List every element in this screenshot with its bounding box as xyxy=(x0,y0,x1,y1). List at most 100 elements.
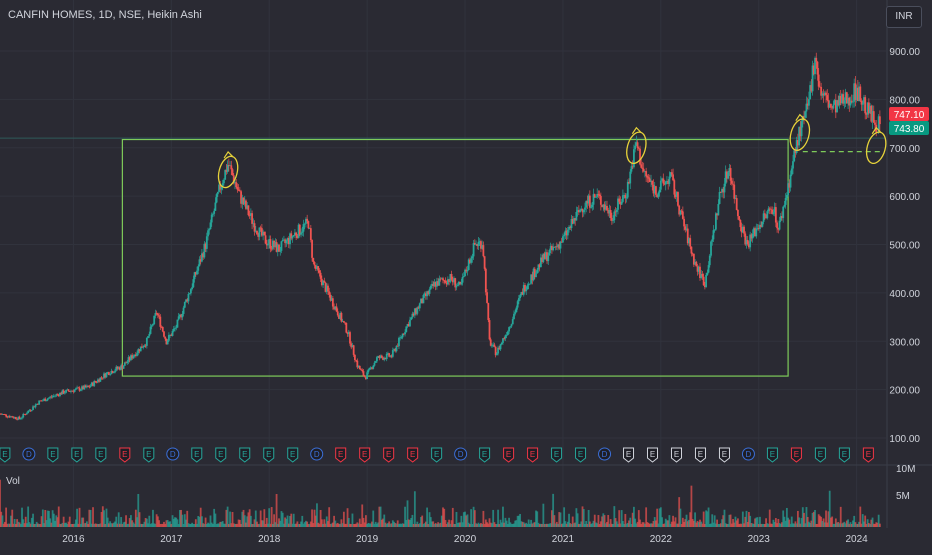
candle-body xyxy=(248,215,251,216)
candle-body xyxy=(296,235,299,238)
volume-bar xyxy=(444,520,447,527)
candle-body xyxy=(270,248,273,250)
candle-body xyxy=(380,355,383,358)
candle-body xyxy=(38,400,41,405)
volume-bar xyxy=(850,523,853,527)
volume-bar xyxy=(262,520,265,527)
candle-body xyxy=(783,204,786,207)
time-axis[interactable]: 2016 2017 2018 2019 2020 2021 2022 2023 2024 xyxy=(62,534,868,545)
candle-body xyxy=(52,395,55,397)
volume-bar xyxy=(646,522,649,527)
candle-body xyxy=(198,259,201,267)
volume-bar xyxy=(126,523,129,527)
candle-body xyxy=(532,268,535,281)
candle-body xyxy=(185,299,187,303)
volume-bar xyxy=(459,522,462,527)
currency-button[interactable]: INR xyxy=(886,6,922,28)
candle-body xyxy=(360,369,362,371)
candle-body xyxy=(279,250,282,252)
candle-body xyxy=(872,111,875,123)
candle-body xyxy=(384,357,387,360)
volume-bar xyxy=(201,516,203,527)
candle-body xyxy=(581,208,584,213)
volume-bar xyxy=(329,523,332,527)
candle-body xyxy=(341,321,344,322)
candle-body xyxy=(599,196,602,205)
candle-body xyxy=(830,103,832,108)
volume-bar xyxy=(256,521,258,527)
volume-bar xyxy=(711,514,714,527)
candle-body xyxy=(367,369,370,373)
volume-bar xyxy=(225,509,228,527)
volume-bar xyxy=(619,523,622,527)
candle-body xyxy=(668,176,671,185)
volume-bar xyxy=(401,523,404,527)
candle-body xyxy=(219,184,222,190)
volume-bar xyxy=(368,523,371,527)
volume-tick-label: 10M xyxy=(896,464,915,475)
candle-body xyxy=(828,103,831,108)
volume-bar xyxy=(32,513,34,527)
volume-bar xyxy=(361,504,364,527)
volume-bar xyxy=(746,521,749,527)
volume-bar xyxy=(581,506,584,527)
volume-bar xyxy=(119,523,121,527)
candle-body xyxy=(172,328,175,332)
volume-bar xyxy=(198,516,201,527)
volume-bar xyxy=(717,524,720,527)
candle-body xyxy=(486,292,488,303)
candle-body xyxy=(625,197,628,199)
volume-bar xyxy=(422,523,425,527)
volume-bar xyxy=(695,522,698,527)
y-tick-label: 600.00 xyxy=(889,192,920,203)
volume-bar xyxy=(300,521,302,527)
volume-bar xyxy=(597,515,600,527)
event-marker-label: E xyxy=(554,450,559,459)
volume-bar xyxy=(204,517,207,527)
candle-body xyxy=(439,278,442,280)
volume-bar xyxy=(295,523,298,527)
volume-bar xyxy=(761,523,764,527)
candle-body xyxy=(595,196,597,198)
volume-bar xyxy=(849,522,852,527)
candle-body xyxy=(169,334,172,336)
volume-bar xyxy=(757,523,760,527)
candle-body xyxy=(767,208,770,212)
candle-body xyxy=(630,166,633,172)
earnings-marker xyxy=(790,447,802,463)
candle-body xyxy=(330,298,333,301)
volume-bar xyxy=(752,523,755,527)
candle-body xyxy=(347,332,350,334)
candle-body xyxy=(262,231,265,236)
volume-bar xyxy=(504,517,507,527)
candle-body xyxy=(155,313,158,314)
volume-bar xyxy=(521,521,524,527)
price-axis[interactable]: 900.00800.00700.00600.00500.00400.00300.… xyxy=(889,47,920,502)
volume-bar xyxy=(815,523,818,527)
candle-body xyxy=(658,189,661,193)
candle-body xyxy=(227,165,230,166)
dividend-marker xyxy=(22,447,36,461)
candle-body xyxy=(420,298,422,304)
candle-body xyxy=(854,83,857,101)
volume-bar xyxy=(92,507,94,527)
volume-bar xyxy=(297,523,300,527)
earnings-marker xyxy=(694,447,706,463)
candle-body xyxy=(57,394,60,397)
volume-bar xyxy=(522,522,525,527)
candle-body xyxy=(377,356,380,358)
volume-bar xyxy=(390,523,393,527)
candle-body xyxy=(72,390,75,392)
volume-bar xyxy=(236,523,239,527)
volume-bar xyxy=(185,519,187,527)
candle-body xyxy=(336,311,339,316)
candle-body xyxy=(642,168,645,172)
volume-bar xyxy=(306,521,309,527)
candle-body xyxy=(560,241,563,243)
volume-bar xyxy=(804,523,807,527)
candle-body xyxy=(204,243,207,249)
volume-bar xyxy=(303,522,306,527)
volume-bar xyxy=(85,521,88,527)
